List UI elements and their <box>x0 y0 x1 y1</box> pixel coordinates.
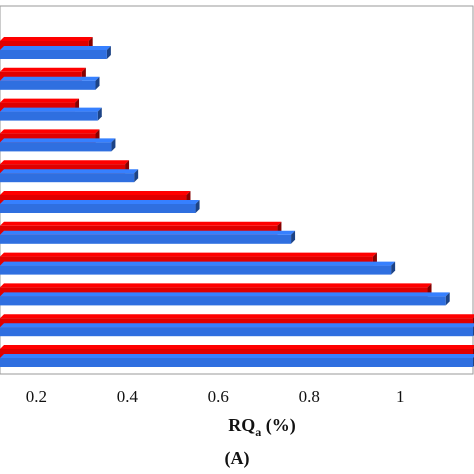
bar-front-face <box>0 296 446 306</box>
bar-front-face <box>0 287 428 297</box>
bar-series2-1 <box>0 46 111 59</box>
bar-side-face <box>97 107 102 121</box>
bar-series2-10 <box>0 323 474 337</box>
bar-front-face <box>0 318 473 328</box>
bar-top-face <box>0 283 432 288</box>
bar-top-face <box>0 37 93 41</box>
x-tick-label: 0.8 <box>299 387 320 406</box>
bar-top-face <box>0 160 130 165</box>
bar-top-face <box>0 67 86 72</box>
bar-front-face <box>0 349 473 358</box>
bar-series2-2 <box>0 76 100 90</box>
bar-top-face <box>0 221 282 226</box>
bar-top-face <box>0 354 474 358</box>
bar-top-face <box>0 252 377 257</box>
bar-side-face <box>111 138 116 152</box>
bar-front-face <box>0 265 392 275</box>
bar-front-face <box>0 327 473 337</box>
bar-series2-6 <box>0 200 200 213</box>
bar-series2-9 <box>0 292 450 306</box>
bar-side-face <box>445 292 450 306</box>
bar-front-face <box>0 204 196 213</box>
bar-side-face <box>134 169 139 183</box>
bar-side-face <box>391 261 396 275</box>
bar-top-face <box>0 46 111 50</box>
bar-top-face <box>0 261 396 266</box>
panel-label: (A) <box>225 448 250 469</box>
x-tick-label: 0.2 <box>26 387 47 406</box>
x-axis-title-subscript: a <box>255 425 261 439</box>
bar-front-face <box>0 234 292 244</box>
bar-top-face <box>0 323 474 328</box>
bar-series2-3 <box>0 107 102 121</box>
x-axis-title: RQa (%) <box>228 415 296 439</box>
bar-series1-5 <box>0 160 130 174</box>
bar-front-face <box>0 133 96 143</box>
bar-series2-11 <box>0 354 474 367</box>
bar-series2-4 <box>0 138 116 152</box>
x-tick-label: 1 <box>396 387 405 406</box>
bar-front-face <box>0 256 373 266</box>
bar-top-face <box>0 138 116 143</box>
bar-top-face <box>0 98 80 103</box>
bar-top-face <box>0 200 200 204</box>
bar-front-face <box>0 102 76 112</box>
bar-front-face <box>0 111 98 121</box>
bar-top-face <box>0 129 100 134</box>
bar-side-face <box>95 76 100 90</box>
plot-border <box>0 5 474 375</box>
bar-front-face <box>0 142 112 152</box>
bar-top-face <box>0 76 100 81</box>
bar-top-face <box>0 107 102 112</box>
bar-top-face <box>0 230 296 235</box>
bar-series2-8 <box>0 261 396 275</box>
bar-front-face <box>0 358 473 367</box>
x-axis-title-main: RQ <box>228 415 255 435</box>
bar-front-face <box>0 195 187 204</box>
x-axis-ticks: 0.2 0.4 0.6 0.8 1 <box>26 387 405 406</box>
bar-front-face <box>0 173 135 183</box>
bar-side-face <box>291 230 296 244</box>
x-tick-label: 0.6 <box>208 387 229 406</box>
bar-top-face <box>0 292 450 297</box>
bars-group <box>0 37 474 367</box>
bar-series2-7 <box>0 230 296 244</box>
bar-side-face <box>106 46 111 59</box>
bar-side-face <box>195 200 200 213</box>
bar-front-face <box>0 50 107 59</box>
bar-front-face <box>0 164 126 174</box>
bar-front-face <box>0 71 82 81</box>
bar-top-face <box>0 314 474 319</box>
bar-front-face <box>0 41 89 50</box>
bar-series2-5 <box>0 169 139 183</box>
bar-top-face <box>0 191 191 195</box>
bar-top-face <box>0 345 474 349</box>
bar-front-face <box>0 80 96 90</box>
bar-front-face <box>0 225 278 235</box>
bar-top-face <box>0 169 139 174</box>
x-axis-title-unit: (%) <box>261 415 296 436</box>
x-tick-label: 0.4 <box>117 387 139 406</box>
